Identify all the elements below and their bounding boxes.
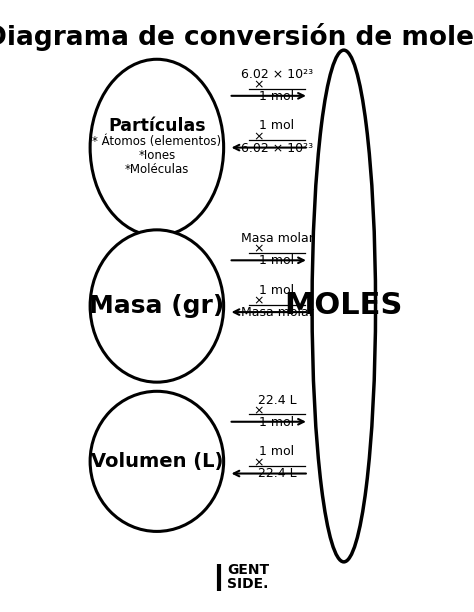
Text: Diagrama de conversión de moles: Diagrama de conversión de moles: [0, 23, 474, 51]
Text: *Moléculas: *Moléculas: [125, 163, 189, 176]
Text: 1 mol: 1 mol: [259, 119, 295, 132]
Text: * Átomos (elementos): * Átomos (elementos): [92, 135, 221, 148]
Text: 1 mol: 1 mol: [259, 446, 295, 458]
Text: ×: ×: [254, 78, 264, 91]
Text: 22.4 L: 22.4 L: [258, 468, 296, 480]
Ellipse shape: [90, 391, 224, 531]
Ellipse shape: [312, 50, 375, 562]
Text: GENT: GENT: [227, 563, 269, 577]
Text: ×: ×: [254, 243, 264, 256]
Text: Volumen (L): Volumen (L): [91, 452, 223, 471]
Text: 1 mol: 1 mol: [259, 416, 295, 428]
Text: 6.02 × 10²³: 6.02 × 10²³: [241, 67, 313, 81]
Text: 1 mol: 1 mol: [259, 90, 295, 103]
Text: MOLES: MOLES: [284, 291, 403, 321]
Text: ×: ×: [254, 405, 264, 417]
Text: ×: ×: [254, 294, 264, 308]
Text: SIDE.: SIDE.: [227, 577, 268, 591]
Text: Masa molar: Masa molar: [241, 306, 313, 319]
Text: Masa (gr): Masa (gr): [89, 294, 225, 318]
Ellipse shape: [90, 230, 224, 382]
Text: 1 mol: 1 mol: [259, 254, 295, 267]
Ellipse shape: [90, 59, 224, 236]
Text: 22.4 L: 22.4 L: [258, 394, 296, 406]
Text: *Iones: *Iones: [138, 149, 175, 162]
Text: 1 mol: 1 mol: [259, 284, 295, 297]
Text: ×: ×: [254, 130, 264, 143]
Text: Partículas: Partículas: [108, 118, 206, 135]
Text: Masa molar: Masa molar: [241, 232, 313, 245]
Text: 6.02 × 10²³: 6.02 × 10²³: [241, 141, 313, 154]
Text: ×: ×: [254, 456, 264, 469]
